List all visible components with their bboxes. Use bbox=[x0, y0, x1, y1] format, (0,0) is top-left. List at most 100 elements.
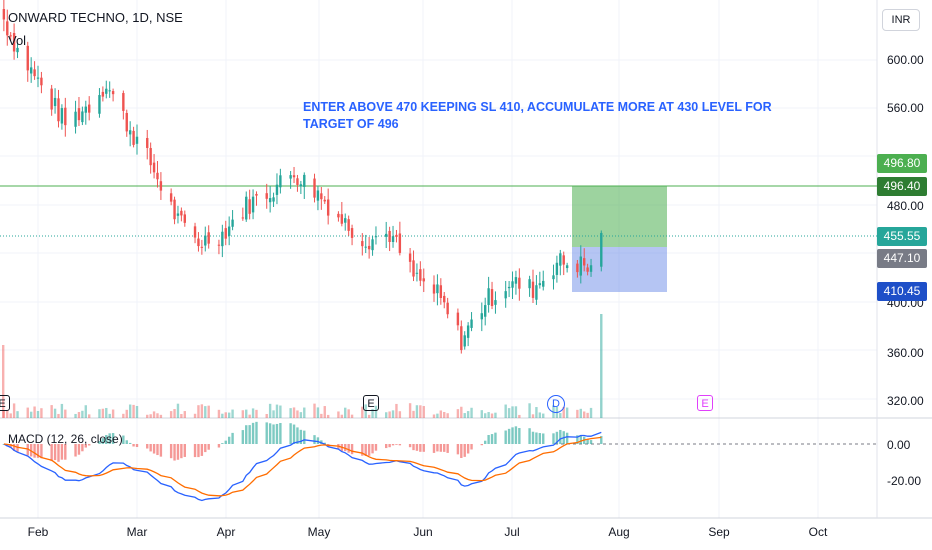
macd-histogram-bar bbox=[125, 440, 128, 444]
macd-histogram-bar bbox=[60, 444, 64, 460]
macd-histogram-bar bbox=[514, 426, 518, 444]
macd-histogram-bar bbox=[415, 444, 419, 451]
currency-button[interactable]: INR bbox=[882, 9, 920, 31]
candle-body bbox=[248, 199, 251, 214]
macd-histogram-bar bbox=[446, 444, 449, 453]
candle-body bbox=[173, 199, 176, 220]
macd-histogram-bar bbox=[589, 440, 593, 444]
volume-bar bbox=[484, 413, 487, 418]
volume-bar bbox=[559, 413, 562, 418]
volume-bar bbox=[53, 408, 57, 418]
macd-histogram-bar bbox=[531, 431, 535, 444]
annotation-line-1[interactable]: ENTER ABOVE 470 KEEPING SL 410, ACCUMULA… bbox=[303, 100, 772, 114]
macd-histogram-bar bbox=[367, 444, 371, 456]
volume-bar bbox=[313, 403, 316, 418]
candle-body bbox=[231, 219, 234, 227]
macd-histogram-bar bbox=[128, 442, 132, 444]
macd-histogram-bar bbox=[152, 444, 156, 454]
macd-histogram-bar bbox=[371, 444, 374, 454]
earnings-marker-upcoming[interactable]: E bbox=[697, 395, 713, 411]
target-zone[interactable] bbox=[572, 186, 667, 247]
candle-body bbox=[251, 196, 255, 213]
volume-bar bbox=[275, 404, 279, 418]
candle-body bbox=[364, 246, 367, 248]
macd-histogram-bar bbox=[221, 443, 224, 444]
macd-histogram-bar bbox=[555, 431, 559, 444]
chart-title[interactable]: ONWARD TECHNO, 1D, NSE bbox=[8, 10, 183, 25]
volume-bar bbox=[514, 406, 518, 418]
candle-body bbox=[600, 232, 603, 267]
macd-histogram-bar bbox=[385, 444, 388, 449]
volume-bar bbox=[122, 413, 125, 418]
volume-bar bbox=[227, 412, 231, 418]
macd-histogram-bar bbox=[88, 444, 91, 446]
volume-bar bbox=[40, 408, 43, 418]
volume-bar bbox=[248, 414, 251, 418]
price-tag-stop[interactable]: 410.45 bbox=[877, 282, 927, 301]
macd-histogram-bar bbox=[245, 425, 248, 444]
macd-histogram-bar bbox=[350, 444, 354, 455]
macd-histogram-bar bbox=[388, 444, 391, 448]
price-tag-entry[interactable]: 447.10 bbox=[877, 249, 927, 268]
candle-body bbox=[385, 233, 388, 237]
volume-bar bbox=[16, 411, 19, 418]
price-tag-target-top[interactable]: 496.80 bbox=[877, 154, 927, 173]
price-tag-last[interactable]: 455.55 bbox=[877, 227, 927, 246]
volume-bar bbox=[531, 414, 535, 418]
macd-histogram-bar bbox=[586, 439, 589, 444]
volume-label[interactable]: Vol bbox=[8, 33, 27, 48]
candle-body bbox=[9, 35, 12, 37]
macd-histogram-bar bbox=[374, 444, 378, 451]
candle-body bbox=[480, 313, 483, 320]
candle-body bbox=[296, 178, 299, 185]
macd-histogram-bar bbox=[538, 433, 542, 444]
macd-histogram-bar bbox=[456, 444, 460, 455]
volume-bar bbox=[364, 404, 367, 418]
volume-bar bbox=[64, 409, 67, 418]
volume-bar bbox=[231, 409, 234, 418]
macd-histogram-bar bbox=[507, 428, 511, 444]
candle-body bbox=[518, 277, 521, 289]
macd-histogram-bar bbox=[255, 421, 258, 444]
volume-bar bbox=[415, 405, 419, 418]
volume-bar bbox=[562, 406, 565, 418]
volume-bar bbox=[221, 413, 224, 418]
candle-body bbox=[320, 193, 323, 200]
stop-zone[interactable] bbox=[572, 247, 667, 292]
macd-histogram-bar bbox=[156, 444, 159, 456]
earnings-marker-1[interactable]: E bbox=[0, 395, 10, 411]
candle-body bbox=[255, 193, 258, 196]
y-tick-480: 480.00 bbox=[887, 199, 924, 213]
volume-bar bbox=[156, 413, 159, 418]
earnings-marker-2[interactable]: E bbox=[363, 395, 379, 411]
macd-histogram-bar bbox=[204, 444, 207, 453]
macd-label[interactable]: MACD (12, 26, close) bbox=[8, 432, 123, 446]
candle-body bbox=[316, 190, 320, 201]
volume-bar bbox=[463, 413, 466, 418]
macd-line bbox=[3, 431, 602, 502]
macd-histogram-bar bbox=[12, 444, 16, 451]
volume-bar bbox=[579, 408, 582, 418]
candle-body bbox=[176, 213, 180, 216]
candle-body bbox=[77, 108, 81, 121]
volume-bar bbox=[217, 409, 221, 418]
dividend-marker[interactable]: D bbox=[547, 395, 565, 413]
annotation-line-2[interactable]: TARGET OF 496 bbox=[303, 117, 399, 131]
volume-bar bbox=[12, 403, 16, 418]
candle-body bbox=[415, 272, 419, 274]
price-tag-target-line[interactable]: 496.40 bbox=[877, 177, 927, 196]
candle-body bbox=[2, 9, 6, 20]
candle-body bbox=[132, 130, 135, 145]
candle-body bbox=[40, 77, 43, 86]
volume-bar bbox=[337, 411, 340, 418]
volume-bar bbox=[320, 413, 323, 418]
candle-body bbox=[268, 198, 272, 203]
candle-body bbox=[50, 88, 53, 110]
candle-body bbox=[122, 93, 125, 111]
candle-body bbox=[456, 312, 460, 326]
volume-bar bbox=[128, 404, 132, 418]
volume-bar bbox=[251, 408, 255, 418]
macd-histogram-bar bbox=[470, 444, 473, 450]
volume-bar bbox=[279, 405, 282, 418]
